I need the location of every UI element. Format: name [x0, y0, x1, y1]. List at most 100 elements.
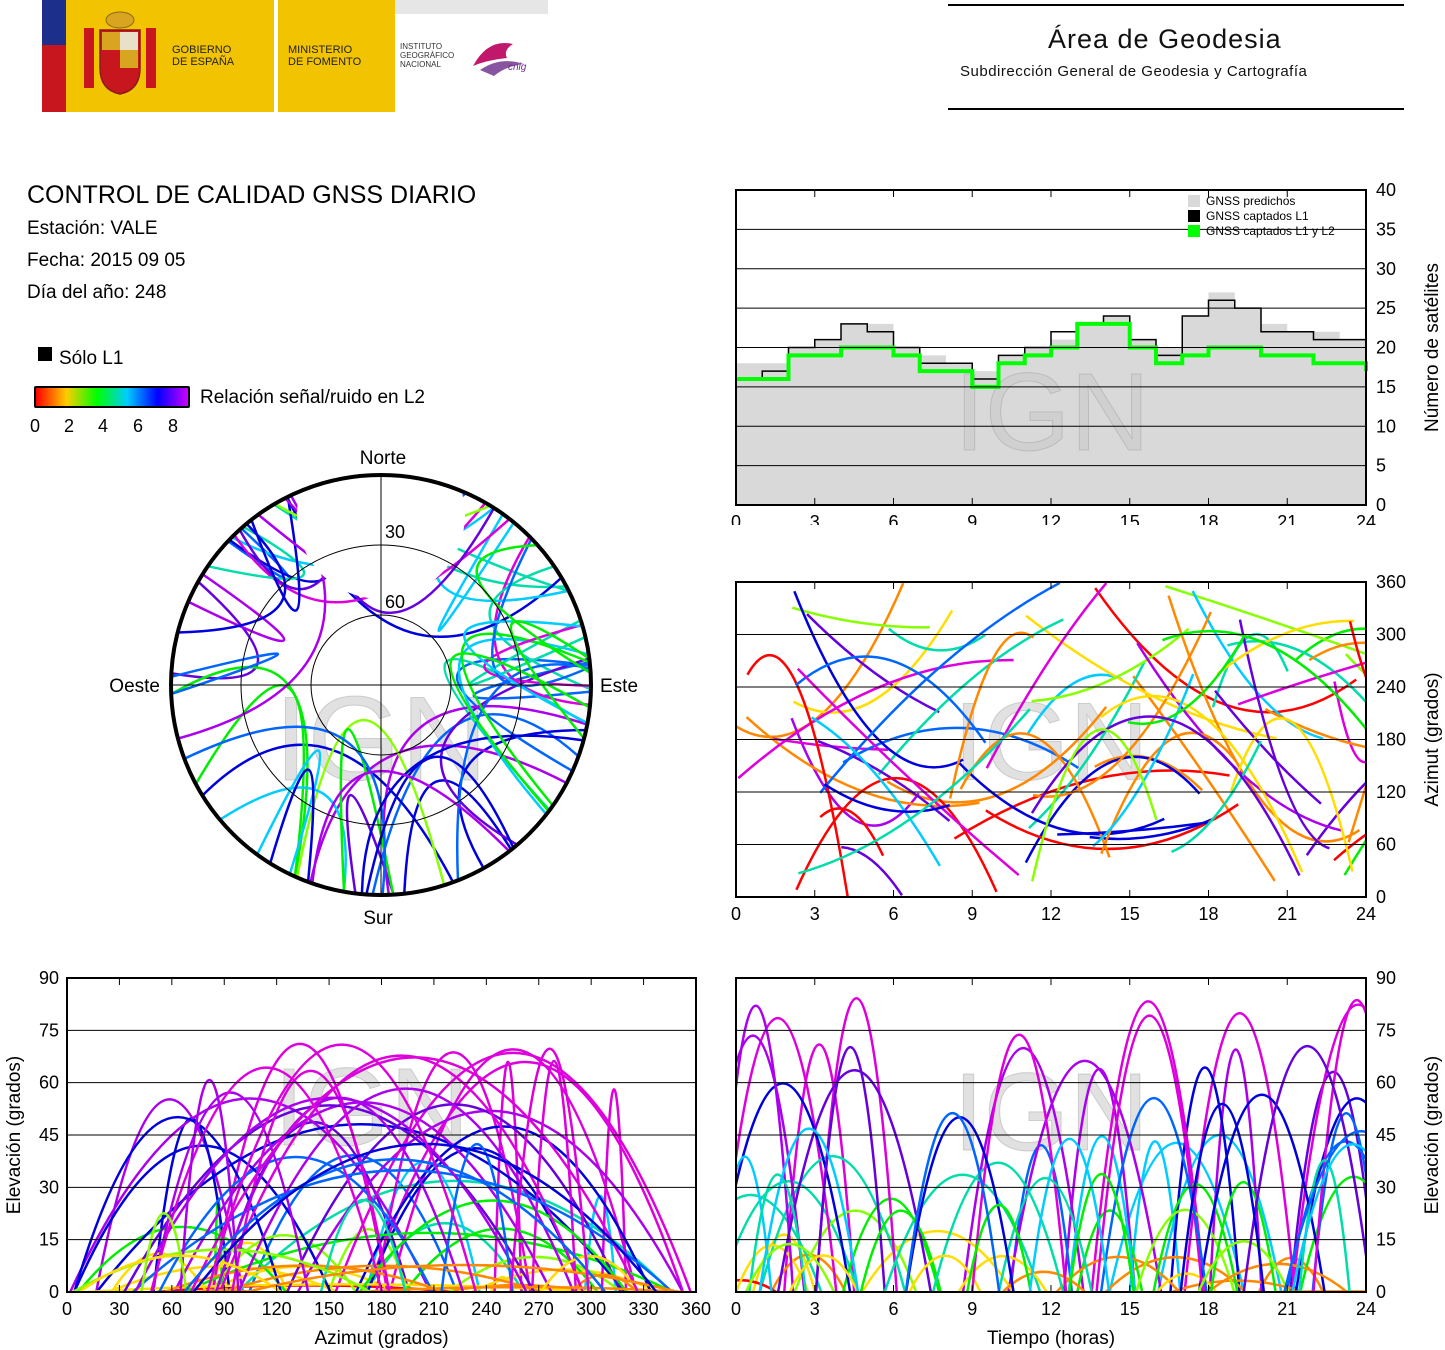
x-tick-label: 150 [314, 1299, 344, 1319]
azimuth-track [791, 606, 930, 629]
elevation-time-track [1171, 1279, 1304, 1292]
azimuth-track [1030, 728, 1158, 882]
y-tick-label: 15 [39, 1230, 59, 1250]
cnig-logo-icon [473, 42, 524, 76]
east-label: Este [600, 676, 638, 697]
azimuth-track [1237, 661, 1366, 706]
coat-of-arms-icon [84, 11, 156, 95]
azimuth-track [1264, 708, 1366, 749]
south-label: Sur [363, 908, 393, 929]
x-tick-label: 18 [1198, 904, 1218, 924]
legend-swatch [1188, 195, 1200, 207]
x-tick-label: 21 [1277, 904, 1297, 924]
ign-label: INSTITUTO GEOGRÁFICO NACIONAL [400, 42, 455, 69]
snr-colorbar [34, 386, 190, 408]
elevation-azimuth-track [246, 1263, 679, 1292]
elevation-azimuth-track [230, 1069, 391, 1292]
azimuth-track [959, 732, 1111, 858]
x-tick-label: 0 [731, 1299, 741, 1319]
y-tick-label: 30 [39, 1177, 59, 1197]
x-tick-label: 270 [524, 1299, 554, 1319]
satellite-track [437, 513, 515, 632]
elevation-time-track [931, 1161, 1065, 1292]
elevation-time-track [1090, 1000, 1206, 1292]
azimuth-track [1214, 689, 1322, 805]
report-title: CONTROL DE CALIDAD GNSS DIARIO [27, 181, 477, 209]
azimuth-track [1238, 619, 1330, 850]
y-tick-label: 0 [49, 1282, 59, 1302]
x-tick-label: 6 [888, 1299, 898, 1319]
elevation-time-track [1095, 1014, 1204, 1292]
snr-tick-6: 6 [133, 416, 144, 436]
azimuth-track [1127, 635, 1246, 725]
elevation-time-track [1028, 1137, 1111, 1292]
elevation-time-track [1009, 1144, 1074, 1292]
elevation-time-track [1294, 1097, 1366, 1292]
x-tick-label: 21 [1277, 512, 1297, 525]
elevation-azimuth-track [493, 1061, 523, 1292]
azimuth-track [958, 762, 1165, 836]
x-tick-label: 9 [967, 1299, 977, 1319]
y-tick-label: 120 [1376, 782, 1406, 802]
y-tick-label: 15 [1376, 1230, 1396, 1250]
y-tick-label: 75 [1376, 1020, 1396, 1040]
satellite-track [256, 749, 322, 875]
elevation-time-track [1156, 1272, 1218, 1292]
snr-tick-2: 2 [64, 416, 75, 436]
x-tick-label: 6 [888, 512, 898, 525]
snr-tick-0: 0 [30, 416, 41, 436]
ministerio-label: MINISTERIO DE FOMENTO [288, 44, 362, 68]
x-tick-label: 9 [967, 904, 977, 924]
azimuth-track [819, 582, 1061, 794]
elevation-time-track [1179, 1102, 1266, 1292]
elevation-azimuth-track [134, 1096, 528, 1292]
legend-swatch [1188, 225, 1200, 237]
elt-tracks: IGN [736, 997, 1366, 1292]
elevation-time-track [1007, 1059, 1163, 1292]
azimuth-track [1294, 627, 1366, 662]
azimuth-track [1308, 641, 1366, 662]
sky-horizon [169, 473, 593, 897]
satellite-track [493, 535, 591, 707]
elevation-azimuth-track [366, 1060, 685, 1292]
x-axis-label: Azimut (grados) [314, 1328, 448, 1349]
only-l1-swatch [38, 347, 52, 361]
satellite-track [187, 573, 286, 643]
satellite-track [171, 652, 280, 696]
azimuth-track [1167, 595, 1361, 843]
y-tick-label: 75 [39, 1020, 59, 1040]
azimuth-track [1100, 731, 1238, 855]
satellite-track [456, 663, 591, 881]
x-tick-label: 3 [810, 904, 820, 924]
elevation-time-track [860, 1229, 1014, 1292]
satellite-track [509, 620, 591, 740]
x-tick-label: 6 [888, 904, 898, 924]
elevation-time-track [957, 1254, 1048, 1292]
satellite-track [219, 786, 347, 892]
azimuth-track [737, 658, 1014, 780]
x-tick-label: 9 [967, 512, 977, 525]
y-tick-label: 10 [1376, 416, 1396, 436]
y-tick-label: 35 [1376, 219, 1396, 239]
satellite-track [463, 620, 589, 725]
elevation-time-track [841, 1197, 941, 1292]
y-tick-label: 15 [1376, 377, 1396, 397]
x-axis-label: Tiempo (horas) [987, 1328, 1115, 1349]
y-tick-label: 5 [1376, 456, 1386, 476]
ring-label-30: 30 [385, 522, 405, 542]
elevation-time-track [736, 1034, 806, 1292]
x-tick-label: 360 [681, 1299, 711, 1319]
y-tick-label: 360 [1376, 572, 1406, 592]
azimuth-track [806, 613, 940, 714]
x-tick-label: 24 [1356, 904, 1376, 924]
ministerio-block [278, 0, 395, 112]
x-tick-label: 300 [576, 1299, 606, 1319]
elevation-azimuth-track [355, 1125, 652, 1292]
x-tick-label: 12 [1041, 512, 1061, 525]
x-tick-label: 0 [731, 904, 741, 924]
x-tick-label: 180 [366, 1299, 396, 1319]
y-tick-label: 20 [1376, 338, 1396, 358]
elevation-time-track [736, 1004, 795, 1292]
